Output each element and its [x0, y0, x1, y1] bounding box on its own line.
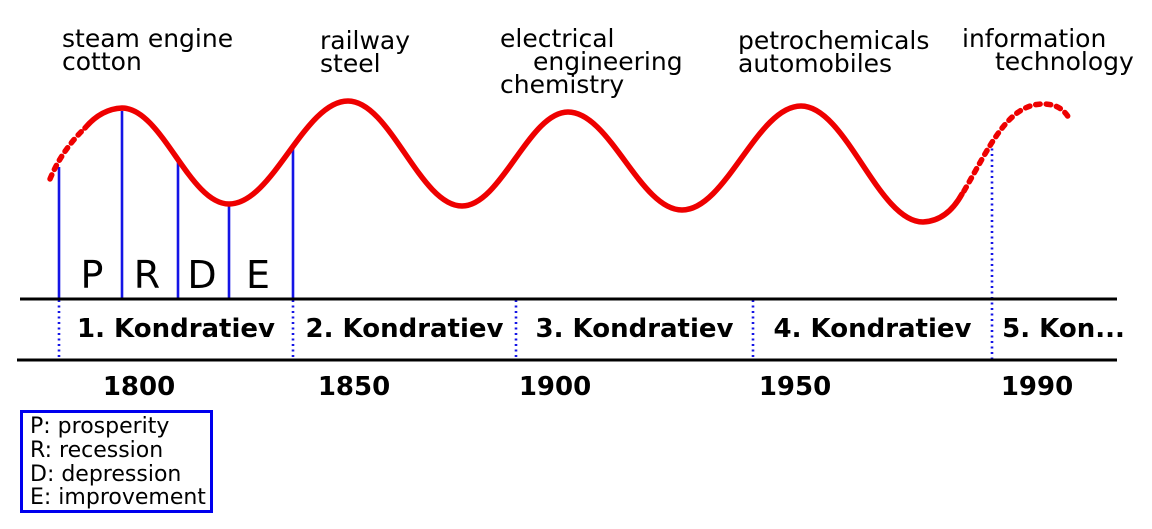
phase-legend: P: prosperity R: recession D: depression… — [20, 410, 213, 513]
year-label-1990: 1990 — [1000, 372, 1074, 402]
cycle-label-4: 4. Kondratiev — [773, 314, 972, 344]
innovation-line: steel — [320, 49, 381, 78]
innovation-line: technology — [995, 47, 1134, 76]
legend-item-improvement: E: improvement — [30, 485, 206, 511]
year-label-1900: 1900 — [518, 372, 592, 402]
innovation-line: cotton — [62, 47, 142, 76]
legend-item-recession: R: recession — [30, 437, 164, 463]
cycle-label-3: 3. Kondratiev — [535, 314, 734, 344]
cycle-label-2: 2. Kondratiev — [305, 314, 504, 344]
phase-letter-depression: D — [187, 253, 217, 297]
innovation-line: steam engine — [62, 24, 234, 53]
innovation-line: petrochemicals — [738, 26, 930, 55]
innovation-line: electrical — [500, 24, 615, 53]
long-wave-curve — [47, 98, 1072, 225]
timeline-rules — [17, 297, 1117, 362]
cycle-divider-dotted-lines — [57, 143, 994, 359]
innovation-line: automobiles — [738, 49, 893, 78]
innovation-line: railway — [320, 26, 411, 55]
innovation-line: engineering — [533, 47, 683, 76]
wave-dotted-end-segment — [961, 101, 1072, 194]
innovation-label-cycle4: petrochemicals automobiles — [738, 26, 930, 78]
legend-item-prosperity: P: prosperity — [30, 414, 170, 439]
innovation-label-cycle2: railway steel — [320, 26, 411, 78]
year-label-1850: 1850 — [317, 372, 391, 402]
innovation-label-cycle1: steam engine cotton — [62, 24, 234, 76]
legend-item-depression: D: depression — [30, 461, 182, 487]
innovation-label-cycle3: electrical engineering chemistry — [500, 24, 683, 99]
year-label-1800: 1800 — [102, 372, 176, 402]
cycle-label-5: 5. Kon... — [1002, 314, 1125, 344]
innovation-label-cycle5: information technology — [962, 24, 1134, 76]
wave-solid-segment — [82, 98, 965, 225]
phase-marker-lines — [57, 111, 994, 359]
phase-letter-improvement: E — [245, 253, 271, 297]
innovation-line: information — [962, 24, 1107, 53]
innovation-line: chemistry — [500, 70, 625, 99]
phase-letter-prosperity: P — [80, 253, 104, 297]
wave-dotted-start-segment — [47, 125, 88, 182]
year-label-1950: 1950 — [758, 372, 832, 402]
phase-letter-recession: R — [133, 253, 161, 297]
cycle-label-1: 1. Kondratiev — [77, 314, 275, 344]
